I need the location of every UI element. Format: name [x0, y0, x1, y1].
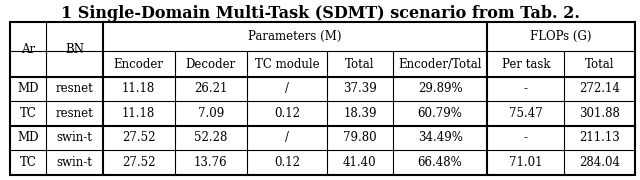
- Text: Encoder: Encoder: [114, 58, 164, 71]
- Text: 1 Single-Domain Multi-Task (SDMT) scenario from Tab. 2.: 1 Single-Domain Multi-Task (SDMT) scenar…: [61, 5, 579, 22]
- Text: 13.76: 13.76: [194, 156, 228, 169]
- Text: TC: TC: [20, 107, 36, 120]
- Text: 52.28: 52.28: [194, 131, 227, 144]
- Text: BN: BN: [65, 43, 84, 56]
- Text: 11.18: 11.18: [122, 107, 156, 120]
- Text: 60.79%: 60.79%: [418, 107, 463, 120]
- Text: FLOPs (G): FLOPs (G): [531, 30, 592, 43]
- Text: 66.48%: 66.48%: [418, 156, 463, 169]
- Text: 18.39: 18.39: [343, 107, 377, 120]
- Text: TC module: TC module: [255, 58, 319, 71]
- Text: 37.39: 37.39: [343, 82, 377, 95]
- Text: 75.47: 75.47: [509, 107, 543, 120]
- Text: /: /: [285, 82, 289, 95]
- Text: 0.12: 0.12: [274, 107, 300, 120]
- Text: MD: MD: [17, 131, 39, 144]
- Text: 41.40: 41.40: [343, 156, 377, 169]
- Text: Encoder/Total: Encoder/Total: [398, 58, 482, 71]
- Text: swin-t: swin-t: [56, 156, 92, 169]
- Text: -: -: [524, 82, 528, 95]
- Text: TC: TC: [20, 156, 36, 169]
- Text: 284.04: 284.04: [579, 156, 620, 169]
- Text: /: /: [285, 131, 289, 144]
- Text: resnet: resnet: [56, 107, 93, 120]
- Text: Total: Total: [585, 58, 614, 71]
- Text: MD: MD: [17, 82, 39, 95]
- Text: 301.88: 301.88: [579, 107, 620, 120]
- Text: 211.13: 211.13: [579, 131, 620, 144]
- Text: 27.52: 27.52: [122, 131, 156, 144]
- Text: resnet: resnet: [56, 82, 93, 95]
- Text: -: -: [524, 131, 528, 144]
- Text: 0.12: 0.12: [274, 156, 300, 169]
- Text: 11.18: 11.18: [122, 82, 156, 95]
- Text: swin-t: swin-t: [56, 131, 92, 144]
- Text: 272.14: 272.14: [579, 82, 620, 95]
- Text: Ar: Ar: [21, 43, 35, 56]
- Text: 34.49%: 34.49%: [418, 131, 463, 144]
- Text: Total: Total: [345, 58, 374, 71]
- Text: 71.01: 71.01: [509, 156, 543, 169]
- Text: Decoder: Decoder: [186, 58, 236, 71]
- Text: 27.52: 27.52: [122, 156, 156, 169]
- Text: Parameters (M): Parameters (M): [248, 30, 342, 43]
- Text: Per task: Per task: [502, 58, 550, 71]
- Bar: [10, 22, 635, 175]
- Text: 29.89%: 29.89%: [418, 82, 462, 95]
- Text: 26.21: 26.21: [194, 82, 227, 95]
- Text: 7.09: 7.09: [198, 107, 224, 120]
- Text: 79.80: 79.80: [343, 131, 377, 144]
